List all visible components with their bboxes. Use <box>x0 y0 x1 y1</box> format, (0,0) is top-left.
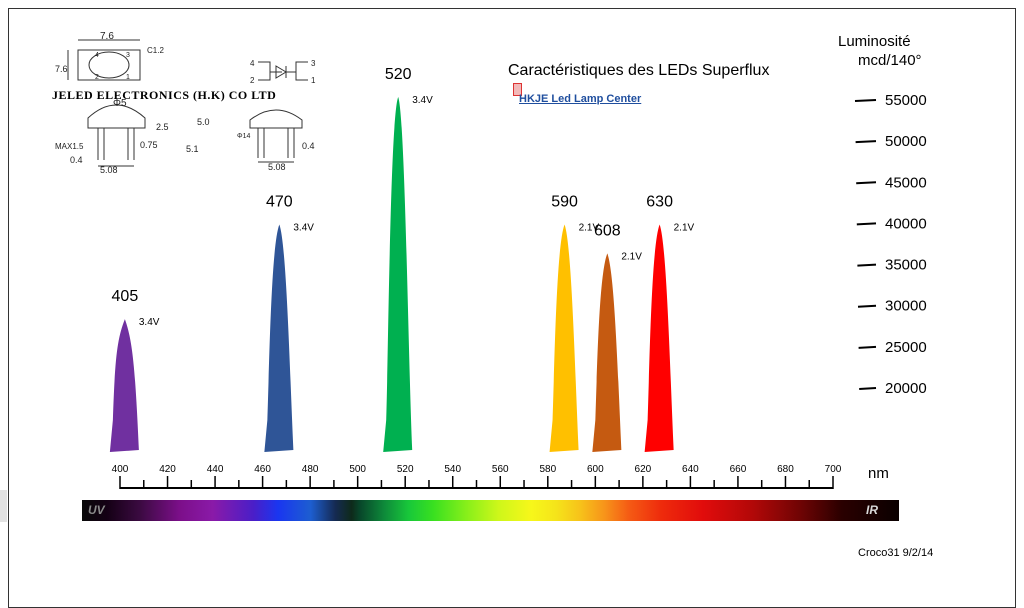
y-tick <box>857 263 877 267</box>
y-tick-label: 45000 <box>885 174 927 191</box>
y-axis-label: Luminosité <box>838 33 911 50</box>
peak-520 <box>383 97 413 452</box>
drawing-label: Φ14 <box>237 133 250 140</box>
led-side-outline <box>87 104 146 129</box>
peak-label-590: 590 <box>551 194 578 211</box>
y-tick-label: 55000 <box>885 92 927 109</box>
drawing-label: 2.5 <box>156 122 169 132</box>
x-tick-label: 540 <box>444 464 461 475</box>
drawing-label: MAX1.5 <box>55 142 84 151</box>
drawing-label: 5.0 <box>197 117 210 127</box>
x-tick-label: 660 <box>730 464 747 475</box>
peak-470 <box>264 224 294 452</box>
x-tick-label: 580 <box>539 464 556 475</box>
drawing-label: Φ5 <box>113 98 127 109</box>
drawing-label: 4 <box>95 52 99 59</box>
voltage-label-608: 2.1V <box>621 251 642 262</box>
y-tick-label: 50000 <box>885 133 927 150</box>
edge-mark <box>0 490 7 522</box>
x-axis-unit: nm <box>868 465 889 482</box>
x-tick-label: 460 <box>254 464 271 475</box>
led-top-outline <box>77 49 141 81</box>
drawing-label: 0.4 <box>302 141 315 151</box>
peak-405 <box>109 319 139 452</box>
voltage-label-590: 2.1V <box>579 223 600 234</box>
drawing-label: 4 <box>250 59 255 68</box>
y-tick <box>855 140 877 144</box>
peak-label-630: 630 <box>646 194 673 211</box>
ir-label: IR <box>866 503 878 517</box>
drawing-label: 5.1 <box>186 144 199 154</box>
x-tick-label: 400 <box>112 464 129 475</box>
chart-title: Caractéristiques des LEDs Superflux <box>508 62 770 79</box>
y-tick-label: 30000 <box>885 298 927 315</box>
drawing-label: 2 <box>250 76 255 85</box>
y-tick-label: 25000 <box>885 339 927 356</box>
y-axis-unit: mcd/140° <box>858 52 922 69</box>
x-tick-label: 600 <box>587 464 604 475</box>
color-spectrum-bar <box>82 500 899 521</box>
page-icon <box>513 83 522 96</box>
x-tick-label: 620 <box>635 464 652 475</box>
chart-svg: 7.6 C1.2 7.6 4 3 2 1 Φ5 2.5 5.0 5.1 MAX1.5 0.75 0.4 5.… <box>55 31 927 489</box>
y-tick <box>854 99 877 102</box>
drawing-label: 5.08 <box>268 162 286 172</box>
y-tick <box>856 181 877 185</box>
peak-630 <box>644 224 674 452</box>
x-tick-label: 700 <box>825 464 842 475</box>
y-tick <box>856 222 877 226</box>
peak-label-405: 405 <box>112 288 139 305</box>
credit-text: Croco31 9/2/14 <box>858 547 934 559</box>
y-tick <box>858 345 877 349</box>
drawing-label: C1.2 <box>147 46 164 55</box>
x-tick-label: 420 <box>159 464 176 475</box>
x-tick-label: 560 <box>492 464 509 475</box>
led-side-outline-2 <box>249 109 303 129</box>
peak-590 <box>549 224 579 452</box>
peak-label-520: 520 <box>385 66 412 83</box>
x-tick-label: 680 <box>777 464 794 475</box>
drawing-label: 2 <box>95 74 99 81</box>
x-tick-label: 520 <box>397 464 414 475</box>
peak-label-470: 470 <box>266 194 293 211</box>
peak-608 <box>592 253 622 452</box>
y-tick-label: 35000 <box>885 257 927 274</box>
y-tick <box>857 304 877 308</box>
y-tick-label: 40000 <box>885 215 927 232</box>
led-lens-outline <box>88 51 130 79</box>
drawing-label: 5.08 <box>100 165 118 175</box>
drawing-label: 0.4 <box>70 155 83 165</box>
schematic-wire <box>258 72 271 81</box>
voltage-label-405: 3.4V <box>139 317 160 328</box>
x-tick-label: 640 <box>682 464 699 475</box>
company-name: JELED ELECTRONICS (H.K) CO LTD <box>52 88 277 102</box>
drawing-label: 1 <box>311 76 316 85</box>
peak-label-608: 608 <box>594 222 621 239</box>
diode-symbol <box>275 65 287 79</box>
drawing-label: 7.6 <box>100 31 114 42</box>
schematic-wire <box>286 61 308 73</box>
schematic-wire <box>295 72 308 81</box>
drawing-label: 3 <box>311 59 316 68</box>
drawing-label: 1 <box>126 74 130 81</box>
x-tick-label: 440 <box>207 464 224 475</box>
uv-label: UV <box>88 503 105 517</box>
y-tick-label: 20000 <box>885 380 927 397</box>
x-tick-label: 500 <box>349 464 366 475</box>
drawing-label: 3 <box>126 52 130 59</box>
led-dimension-drawing: 7.6 C1.2 7.6 4 3 2 1 Φ5 2.5 5.0 5.1 MAX1.5 0.75 0.4 5.… <box>55 31 316 175</box>
voltage-label-520: 3.4V <box>412 95 433 106</box>
voltage-label-630: 2.1V <box>674 223 695 234</box>
drawing-label: 0.75 <box>140 140 158 150</box>
x-tick-label: 480 <box>302 464 319 475</box>
voltage-label-470: 3.4V <box>293 223 314 234</box>
y-tick <box>859 387 877 390</box>
hkje-link[interactable]: HKJE Led Lamp Center <box>519 93 642 105</box>
drawing-label: 7.6 <box>55 64 68 74</box>
